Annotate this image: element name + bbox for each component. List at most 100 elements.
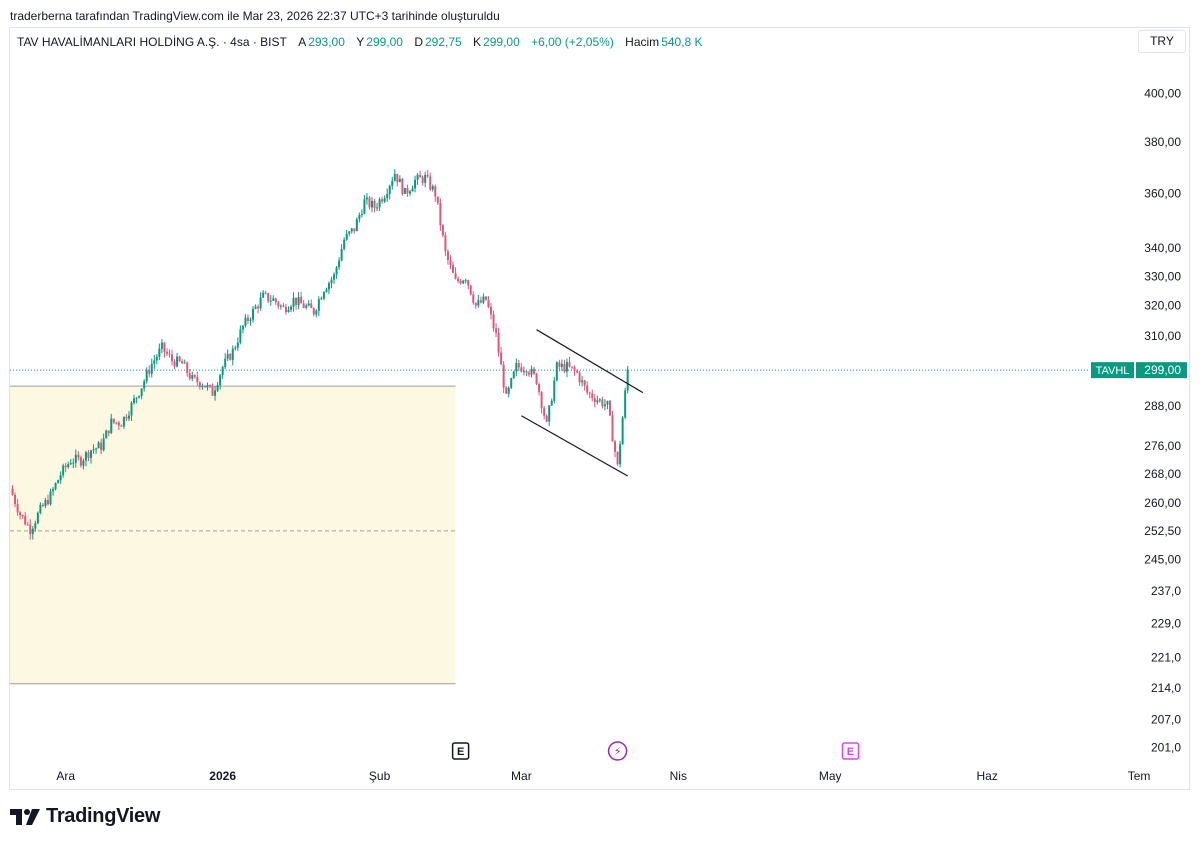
high-label: Y (356, 35, 365, 49)
candle-body (431, 186, 434, 190)
candle-body (181, 361, 184, 364)
candle-body (300, 297, 303, 304)
candle-body (378, 199, 381, 208)
position-zone[interactable] (10, 386, 456, 684)
y-tick-label: 268,00 (1144, 467, 1181, 481)
candle-body (158, 348, 161, 357)
candle-body (353, 228, 356, 232)
candle-body (64, 465, 67, 468)
candle-body (102, 438, 105, 451)
candle-body (343, 239, 346, 250)
candle-body (487, 299, 490, 308)
x-tick-label: Haz (976, 769, 997, 783)
candle-body (624, 390, 627, 418)
candle-body (287, 309, 290, 313)
candle-body (16, 504, 19, 513)
candle-body (84, 452, 87, 461)
candle-body (497, 332, 500, 353)
candle-body (525, 371, 528, 373)
candle-body (444, 235, 447, 252)
candle-body (449, 259, 452, 265)
candle-body (603, 404, 606, 407)
candle-body (239, 329, 242, 343)
candle-body (26, 524, 29, 526)
candle-body (495, 328, 498, 333)
candle-body (52, 489, 55, 492)
dividend-icon[interactable] (607, 741, 628, 761)
tradingview-logo[interactable]: TradingView (10, 805, 160, 828)
candle-body (327, 283, 330, 290)
candle-body (191, 375, 194, 379)
tradingview-logo-icon (10, 808, 40, 825)
symbol-name[interactable]: TAV HAVALİMANLARI HOLDİNG A.Ş. · 4sa · B… (17, 35, 287, 49)
candle-body (588, 392, 591, 394)
candle-body (626, 369, 629, 391)
candle-body (39, 504, 42, 514)
y-tick-label: 221,0 (1151, 651, 1181, 665)
candle-body (69, 463, 72, 465)
candle-body (272, 298, 275, 301)
candle-body (563, 363, 566, 372)
candle-body (186, 362, 189, 374)
candle-body (112, 418, 115, 423)
candle-body (560, 363, 563, 367)
trendline-lower[interactable] (521, 415, 628, 477)
candle-body (241, 325, 244, 330)
candle-body (153, 360, 156, 364)
candle-body (234, 347, 237, 349)
last-price-tag (1136, 362, 1187, 379)
candle-body (229, 354, 232, 360)
candle-body (120, 425, 123, 427)
symbol-tag (1091, 362, 1134, 379)
candle-body (507, 387, 510, 394)
candle-body (348, 231, 351, 234)
trendline-upper[interactable] (536, 329, 644, 394)
candle-body (601, 399, 604, 407)
candle-body (145, 370, 148, 382)
candle-body (297, 297, 300, 305)
candle-body (257, 306, 260, 309)
candle-body (315, 310, 318, 315)
open-label: A (298, 35, 307, 49)
y-tick-label: 340,00 (1144, 241, 1181, 255)
candle-body (439, 203, 442, 226)
candle-body (452, 264, 455, 273)
candle-body (269, 300, 272, 302)
currency-button[interactable]: TRY (1138, 30, 1186, 53)
candle-body (408, 191, 411, 194)
candle-body (360, 213, 363, 216)
candle-body (252, 308, 255, 320)
candle-body (371, 200, 374, 208)
candle-body (467, 280, 470, 286)
candle-body (363, 199, 366, 214)
candle-body (254, 306, 257, 309)
candle-body (97, 442, 100, 449)
candle-body (325, 289, 328, 293)
candle-body (31, 528, 34, 535)
candle-body (173, 361, 176, 367)
candle-body (543, 408, 546, 416)
candle-body (201, 385, 204, 387)
candle-body (358, 215, 361, 220)
candle-body (538, 384, 541, 393)
upcoming-earnings-icon[interactable] (841, 742, 860, 760)
candle-body (474, 302, 477, 306)
chart-pane[interactable] (9, 27, 1190, 790)
candle-body (90, 450, 93, 458)
candle-body (558, 362, 561, 367)
candle-body (246, 317, 249, 321)
candle-body (555, 362, 558, 381)
candle-body (95, 448, 98, 450)
candle-body (586, 385, 589, 393)
candle-body (500, 352, 503, 365)
candle-body (219, 375, 222, 386)
candle-body (183, 362, 186, 364)
low-label: D (414, 35, 423, 49)
candle-body (515, 363, 518, 372)
earnings-icon[interactable] (451, 742, 470, 760)
candle-body (226, 354, 229, 359)
candle-body (62, 465, 65, 476)
candle-body (492, 314, 495, 329)
symbol-tag-label: TAVHL (1096, 365, 1130, 377)
